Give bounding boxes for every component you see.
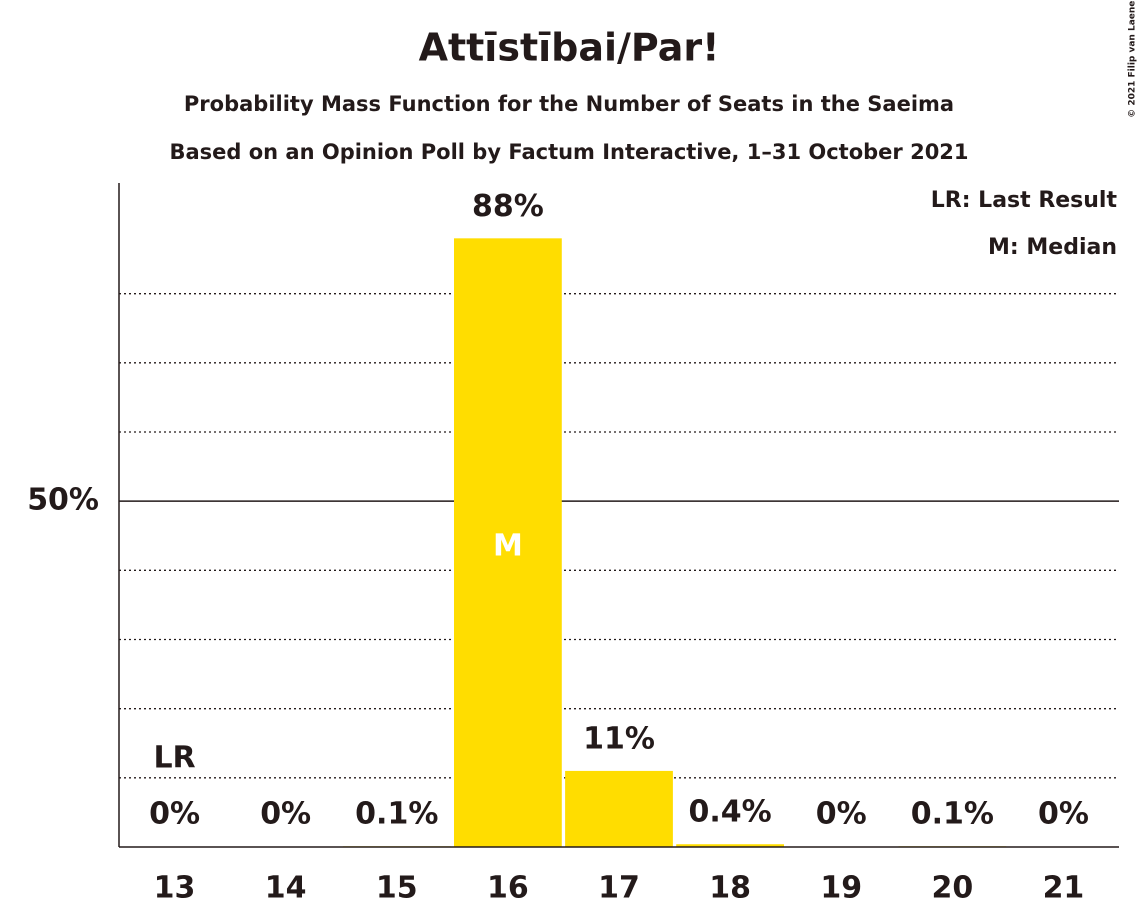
bar bbox=[565, 770, 673, 847]
x-tick-label: 19 bbox=[820, 871, 862, 906]
chart-title: Attīstībai/Par! bbox=[419, 26, 720, 70]
legend-entry: LR: Last Result bbox=[931, 188, 1118, 213]
data-label: 0% bbox=[260, 797, 311, 832]
copyright: © 2021 Filip van Laenen bbox=[1128, 0, 1138, 118]
data-label: 0% bbox=[1038, 797, 1089, 832]
x-tick-label: 13 bbox=[154, 871, 196, 906]
bar bbox=[676, 844, 784, 847]
bar bbox=[454, 238, 562, 848]
y-tick-label: 50% bbox=[27, 483, 99, 518]
data-label: 0.1% bbox=[355, 797, 438, 832]
data-label: 0% bbox=[149, 797, 200, 832]
data-label: 11% bbox=[583, 721, 655, 756]
chart-subtitle: Probability Mass Function for the Number… bbox=[184, 92, 954, 116]
x-tick-label: 18 bbox=[709, 871, 751, 906]
x-tick-label: 16 bbox=[487, 871, 529, 906]
x-tick-label: 21 bbox=[1043, 871, 1085, 906]
chart-subtitle: Based on an Opinion Poll by Factum Inter… bbox=[169, 140, 968, 164]
data-label: 0% bbox=[816, 797, 867, 832]
legend-entry: M: Median bbox=[988, 235, 1117, 260]
x-tick-label: 17 bbox=[598, 871, 640, 906]
x-tick-label: 14 bbox=[265, 871, 307, 906]
median-marker: M bbox=[493, 529, 523, 564]
data-label: 0.1% bbox=[911, 797, 994, 832]
x-tick-label: 15 bbox=[376, 871, 418, 906]
data-label: 88% bbox=[472, 189, 544, 224]
x-tick-label: 20 bbox=[931, 871, 973, 906]
last-result-marker: LR bbox=[153, 741, 195, 776]
data-label: 0.4% bbox=[689, 795, 772, 830]
